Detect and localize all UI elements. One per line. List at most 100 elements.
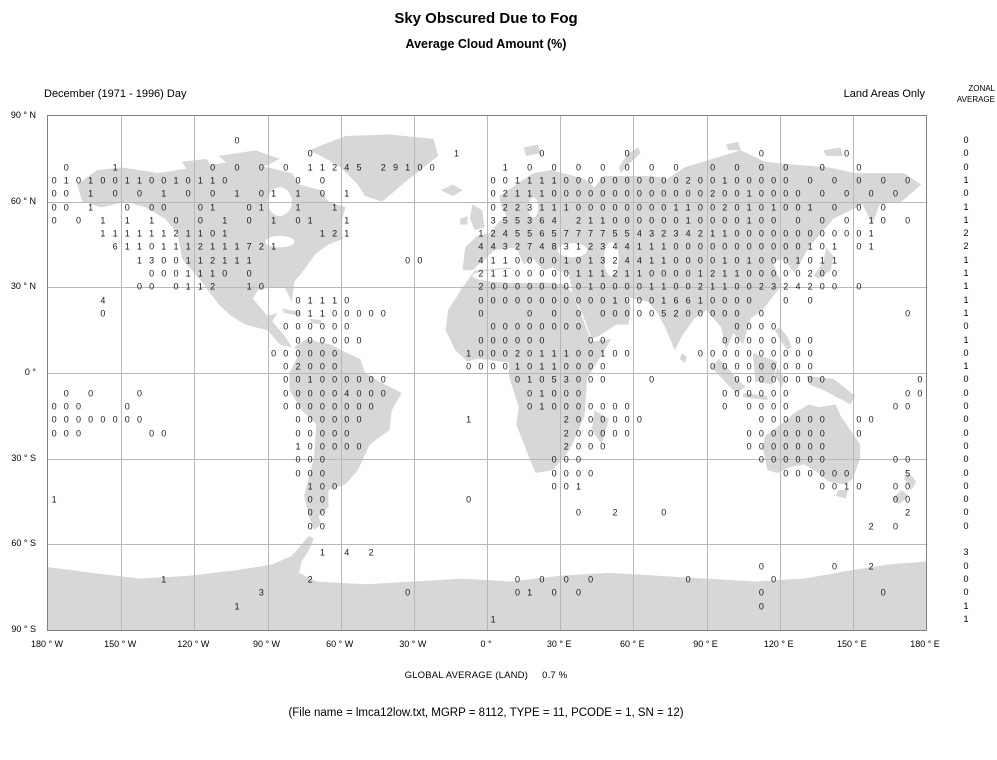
grid-cell-value: 5 (551, 374, 557, 385)
grid-cell-value: 0 (880, 175, 886, 186)
grid-cell-value: 0 (746, 228, 752, 239)
zonal-average-value: 0 (963, 573, 969, 584)
grid-cell-value: 0 (527, 255, 533, 266)
grid-cell-value: 0 (783, 268, 789, 279)
zonal-average-value: 1 (963, 307, 969, 318)
grid-cell-value: 0 (807, 335, 813, 345)
grid-cell-value: 0 (795, 428, 801, 439)
lat-tick-label: 60 ° N (10, 195, 36, 206)
zonal-average-value: 0 (963, 560, 969, 571)
grid-cell-value: 0 (831, 481, 838, 492)
grid-cell-value: 1 (636, 241, 642, 252)
latitude-grid-line (48, 544, 926, 546)
grid-cell-value: 1 (514, 175, 521, 186)
grid-cell-value: 0 (783, 255, 789, 266)
island-hispaniola (308, 318, 322, 325)
grid-cell-value: 0 (771, 441, 777, 452)
grid-cell-value: 0 (746, 281, 752, 292)
grid-cell-value: 1 (600, 348, 606, 359)
grid-cell-value: 0 (734, 162, 740, 173)
grid-cell-value: 0 (722, 361, 728, 372)
grid-cell-value: 5 (661, 308, 667, 319)
grid-cell-value: 0 (588, 374, 594, 385)
grid-cell-value: 1 (563, 348, 569, 359)
grid-cell-value: 0 (771, 428, 777, 439)
grid-cell-value: 1 (197, 281, 203, 292)
grid-cell-value: 0 (112, 188, 118, 199)
grid-cell-value: 0 (173, 255, 179, 266)
grid-cell-value: 9 (392, 162, 399, 173)
grid-cell-value: 0 (588, 441, 594, 452)
grid-cell-value: 0 (819, 428, 825, 439)
grid-cell-value: 0 (490, 361, 496, 372)
grid-cell-value: 1 (771, 202, 777, 212)
grid-cell-value: 3 (600, 241, 606, 252)
grid-cell-value: 0 (624, 162, 630, 173)
grid-cell-value: 1 (490, 614, 496, 625)
grid-cell-value: 0 (551, 188, 557, 199)
grid-cell-value: 0 (551, 401, 557, 412)
grid-cell-value: 1 (319, 547, 325, 558)
grid-cell-value: 0 (551, 281, 557, 292)
grid-cell-value: 0 (758, 388, 764, 399)
grid-cell-value: 0 (563, 188, 569, 199)
grid-cell-value: 0 (75, 414, 82, 425)
grid-cell-value: 1 (527, 374, 533, 385)
grid-cell-value: 0 (697, 255, 703, 266)
grid-cell-value: 7 (563, 228, 569, 239)
grid-cell-value: 1 (319, 228, 325, 239)
grid-cell-value: 0 (51, 175, 57, 186)
grid-cell-value: 0 (624, 188, 630, 199)
grid-cell-value: 1 (88, 202, 94, 212)
grid-cell-value: 0 (734, 321, 740, 332)
grid-cell-value: 0 (307, 335, 313, 345)
grid-cell-value: 0 (173, 281, 179, 292)
grid-cell-value: 0 (856, 414, 862, 425)
grid-cell-value: 1 (332, 202, 338, 212)
grid-cell-value: 0 (807, 414, 813, 425)
grid-cell-value: 0 (246, 202, 252, 212)
grid-cell-value: 0 (575, 321, 582, 332)
grid-cell-value: 0 (710, 361, 716, 372)
grid-cell-value: 5 (356, 162, 362, 173)
grid-cell-value: 0 (783, 388, 789, 399)
grid-cell-value: 0 (63, 188, 69, 199)
grid-cell-value: 1 (514, 188, 521, 199)
grid-cell-value: 0 (75, 401, 82, 412)
grid-cell-value: 0 (539, 281, 545, 292)
lon-tick-label: 60 ° W (326, 639, 354, 649)
grid-cell-value: 0 (478, 295, 484, 306)
grid-cell-value: 0 (795, 335, 801, 345)
grid-cell-value: 4 (478, 255, 484, 266)
grid-cell-value: 0 (819, 374, 825, 385)
grid-cell-value: 1 (149, 228, 155, 239)
latitude-grid-line (48, 373, 926, 374)
grid-cell-value: 0 (771, 215, 777, 226)
grid-cell-value: 1 (210, 175, 216, 186)
grid-cell-value: 0 (307, 494, 313, 505)
grid-cell-value: 0 (795, 202, 801, 212)
grid-cell-value: 1 (539, 202, 545, 212)
grid-cell-value: 0 (197, 215, 203, 226)
grid-cell-value: 0 (575, 202, 582, 212)
grid-cell-value: 1 (588, 268, 594, 279)
grid-cell-value: 0 (905, 454, 911, 465)
grid-cell-value: 1 (271, 241, 277, 252)
grid-cell-value: 2 (905, 507, 911, 518)
grid-cell-value: 0 (344, 321, 350, 332)
global-average-value: 0.7 % (542, 670, 568, 681)
grid-cell-value: 0 (819, 414, 825, 425)
grid-cell-value: 0 (758, 441, 764, 452)
grid-cell-value: 1 (246, 281, 252, 292)
grid-cell-value: 0 (649, 295, 655, 306)
grid-cell-value: 6 (673, 295, 679, 306)
grid-cell-value: 4 (795, 281, 801, 292)
grid-cell-value: 1 (551, 361, 557, 372)
grid-cell-value: 0 (624, 175, 630, 186)
grid-cell-value: 1 (685, 215, 691, 226)
grid-cell-value: 0 (319, 401, 325, 412)
grid-cell-value: 0 (283, 321, 289, 332)
zonal-average-value: 0 (963, 494, 969, 505)
grid-cell-value: 0 (100, 175, 106, 186)
grid-cell-value: 1 (295, 441, 301, 452)
